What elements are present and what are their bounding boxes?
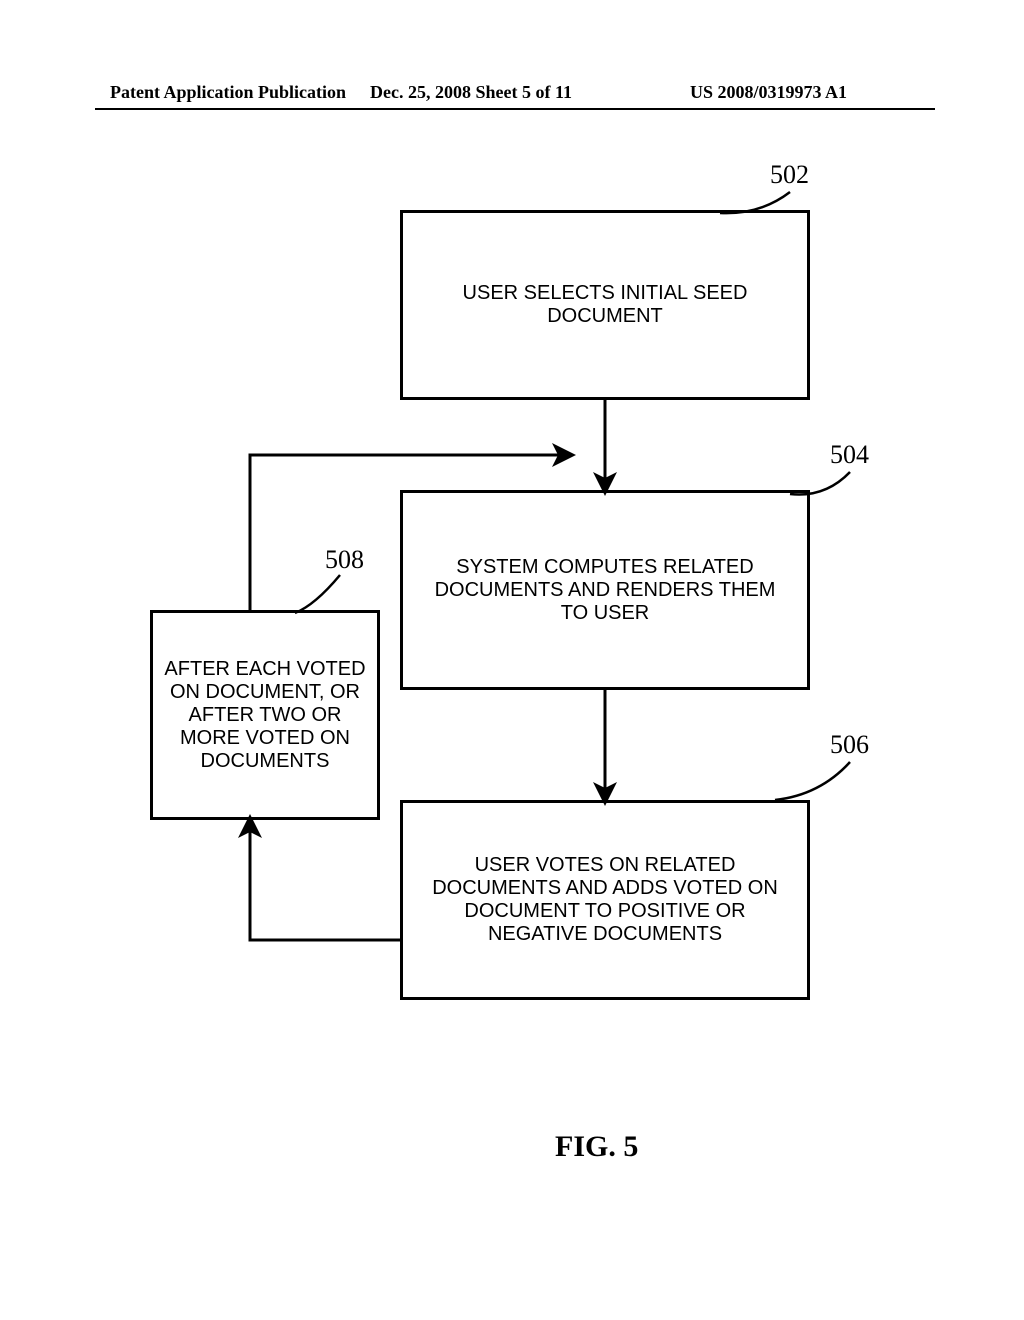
flow-box-502: USER SELECTS INITIAL SEED DOCUMENT — [400, 210, 810, 400]
flow-box-508-text: AFTER EACH VOTED ON DOCUMENT, OR AFTER T… — [163, 658, 367, 773]
ref-504: 504 — [830, 440, 869, 470]
flow-box-506-text: USER VOTES ON RELATED DOCUMENTS AND ADDS… — [421, 854, 789, 946]
ref-502: 502 — [770, 160, 809, 190]
header-pub-number: US 2008/0319973 A1 — [690, 82, 847, 103]
flow-box-504-text: SYSTEM COMPUTES RELATED DOCUMENTS AND RE… — [423, 556, 787, 625]
ref-504-label: 504 — [830, 440, 869, 469]
ref-508-label: 508 — [325, 545, 364, 574]
ref-508: 508 — [325, 545, 364, 575]
figure-label: FIG. 5 — [555, 1130, 638, 1164]
header-rule — [95, 108, 935, 110]
header-publication: Patent Application Publication — [110, 82, 346, 103]
flow-box-504: SYSTEM COMPUTES RELATED DOCUMENTS AND RE… — [400, 490, 810, 690]
flow-box-508: AFTER EACH VOTED ON DOCUMENT, OR AFTER T… — [150, 610, 380, 820]
flow-box-506: USER VOTES ON RELATED DOCUMENTS AND ADDS… — [400, 800, 810, 1000]
ref-506-label: 506 — [830, 730, 869, 759]
ref-502-label: 502 — [770, 160, 809, 189]
header-date-sheet: Dec. 25, 2008 Sheet 5 of 11 — [370, 82, 572, 103]
flow-box-502-text: USER SELECTS INITIAL SEED DOCUMENT — [433, 282, 777, 328]
ref-506: 506 — [830, 730, 869, 760]
figure-label-text: FIG. 5 — [555, 1130, 638, 1163]
